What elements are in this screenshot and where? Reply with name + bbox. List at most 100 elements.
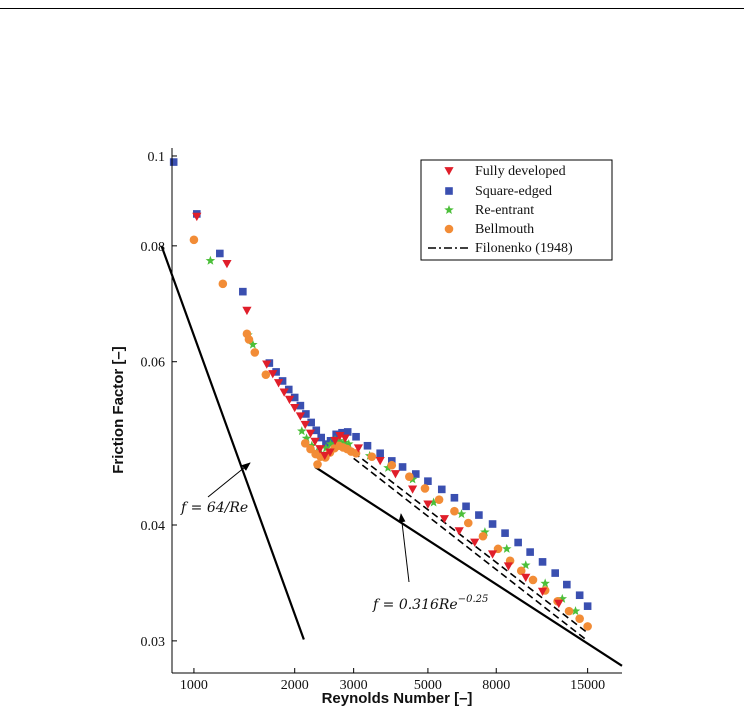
legend-swatch-fully-developed (444, 167, 454, 176)
legend-swatch-re-entrant (444, 205, 454, 215)
x-tick-label-15000: 15000 (570, 678, 605, 693)
point-bellmouth-23 (434, 495, 444, 504)
annotation-turbulent-formula: f = 0.316Re−0.25 (372, 594, 488, 613)
line-filonenko-1948-1 (353, 457, 589, 642)
point-fully-developed-22 (407, 485, 418, 494)
point-square-edged-20 (363, 441, 372, 450)
point-re-entrant-21 (520, 560, 531, 570)
annotation-arrow-turbulent (398, 513, 410, 583)
point-re-entrant-12 (339, 437, 349, 447)
point-fully-developed-23 (423, 500, 433, 509)
point-re-entrant-17 (428, 497, 439, 507)
y-tick-label-0.06: 0.06 (141, 356, 166, 371)
point-bellmouth-26 (478, 531, 488, 541)
legend-swatch-square-edged (445, 187, 453, 195)
point-bellmouth-20 (387, 460, 397, 470)
point-square-edged-23 (398, 463, 407, 471)
data-series (169, 158, 592, 631)
tick-labels: 1000 2000 3000 5000 8000 15000 0.03 0.04 0.06 0.0… (141, 150, 606, 693)
point-square-edged-3 (239, 287, 247, 296)
legend-label-filonenko-1948: Filonenko (1948) (475, 241, 573, 256)
page-top-rule (0, 8, 744, 9)
point-square-edged-26 (437, 485, 446, 494)
point-square-edged-25 (424, 477, 432, 485)
point-re-entrant-2 (248, 339, 258, 349)
point-fully-developed-28 (503, 562, 514, 571)
point-fully-developed-18 (340, 434, 350, 443)
point-fully-developed-21 (390, 470, 401, 479)
point-re-entrant-23 (557, 593, 568, 603)
annotation-turbulent-exponent: −0.25 (458, 594, 489, 605)
legend-label-square-edged: Square-edged (475, 184, 552, 199)
x-tick-label-2000: 2000 (281, 678, 309, 693)
x-tick-label-1000: 1000 (180, 678, 208, 693)
point-re-entrant-19 (480, 527, 490, 537)
point-fully-developed-3 (262, 360, 272, 369)
point-fully-developed-6 (279, 388, 289, 397)
point-re-entrant-15 (383, 462, 393, 472)
reference-lines (160, 245, 623, 667)
point-square-edged-6 (278, 377, 287, 385)
point-square-edged-35 (551, 569, 559, 577)
point-square-edged-2 (216, 249, 224, 258)
point-square-edged-36 (563, 580, 571, 589)
point-fully-developed-13 (315, 445, 325, 454)
point-bellmouth-19 (367, 452, 377, 461)
point-fully-developed-15 (325, 448, 335, 457)
point-square-edged-33 (526, 548, 534, 556)
point-re-entrant-24 (570, 606, 581, 616)
legend-label-fully-developed: Fully developed (475, 164, 566, 179)
point-square-edged-9 (296, 401, 305, 410)
point-re-entrant-8 (321, 443, 331, 453)
legend-box (420, 159, 613, 261)
point-re-entrant-0 (205, 255, 216, 265)
point-re-entrant-9 (325, 439, 336, 449)
point-fully-developed-5 (273, 379, 284, 388)
point-fully-developed-4 (268, 370, 278, 379)
annotations: f = 64/Re f = 0.316Re−0.25 (180, 462, 488, 613)
point-bellmouth-30 (528, 575, 538, 585)
point-square-edged-28 (462, 502, 470, 511)
point-fully-developed-12 (310, 437, 320, 447)
line-f-64-re-0 (160, 245, 305, 640)
annotation-turbulent-base: f = 0.316Re (372, 597, 458, 613)
point-fully-developed-29 (521, 573, 531, 583)
point-re-entrant-22 (540, 578, 550, 588)
point-square-edged-29 (475, 511, 483, 519)
point-fully-developed-0 (192, 212, 202, 222)
x-tick-label-3000: 3000 (340, 678, 368, 693)
point-re-entrant-4 (301, 433, 312, 443)
y-axis-title: Friction Factor [–] (110, 346, 127, 474)
point-square-edged-30 (488, 520, 497, 528)
point-square-edged-8 (290, 393, 299, 402)
y-tick-label-0.1: 0.1 (148, 150, 166, 165)
y-tick-label-0.03: 0.03 (141, 635, 166, 650)
point-bellmouth-5 (261, 370, 271, 379)
point-bellmouth-0 (189, 235, 199, 245)
legend-label-bellmouth: Bellmouth (475, 222, 534, 237)
point-square-edged-31 (501, 529, 509, 537)
point-fully-developed-31 (554, 599, 564, 609)
point-square-edged-21 (376, 449, 384, 458)
point-fully-developed-2 (242, 306, 252, 316)
point-re-entrant-11 (334, 435, 345, 445)
point-fully-developed-1 (222, 259, 232, 269)
x-tick-label-8000: 8000 (482, 678, 510, 693)
point-fully-developed-11 (305, 429, 316, 438)
series-fully-developed (192, 212, 564, 609)
point-square-edged-16 (332, 430, 340, 439)
point-square-edged-12 (312, 426, 321, 435)
point-square-edged-7 (284, 385, 293, 394)
line-f-0-316re-0-25-0 (314, 466, 623, 667)
line-filonenko-1948-0 (353, 451, 589, 634)
point-re-entrant-13 (343, 439, 354, 449)
y-tick-label-0.04: 0.04 (141, 519, 166, 534)
point-bellmouth-24 (450, 506, 459, 516)
annotation-laminar-formula: f = 64/Re (180, 500, 248, 516)
point-bellmouth-34 (575, 614, 584, 623)
point-fully-developed-20 (375, 457, 385, 466)
point-fully-developed-27 (487, 550, 498, 559)
point-bellmouth-21 (405, 472, 414, 481)
axes (171, 148, 622, 674)
